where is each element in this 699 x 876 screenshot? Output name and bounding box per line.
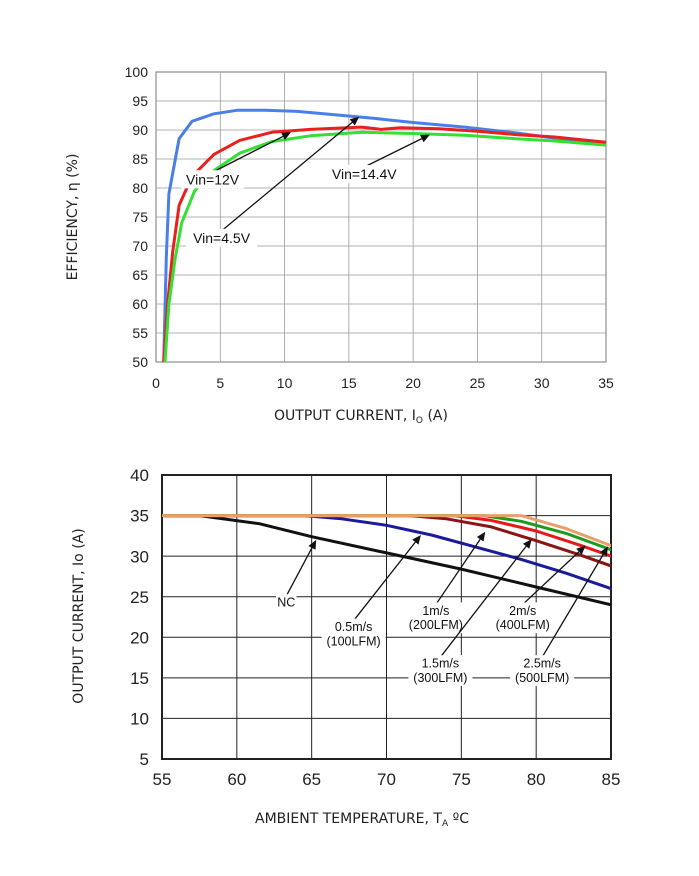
derating-y-tick-label: 20 [130, 628, 149, 647]
annotation-leader-1m-s [435, 538, 481, 605]
efficiency-y-tick-label: 55 [132, 325, 148, 341]
efficiency-x-tick-label: 20 [405, 375, 421, 391]
annotation-leader-nc [285, 547, 313, 597]
efficiency-x-tick-label: 0 [152, 375, 160, 391]
efficiency-y-tick-label: 70 [132, 238, 148, 254]
derating-y-tick-label: 5 [140, 750, 149, 769]
efficiency-x-tick-label: 30 [534, 375, 550, 391]
efficiency-y-tick-label: 75 [132, 209, 148, 225]
annotation-label-vin-12v: Vin=12V [186, 171, 240, 187]
annotation-label-100lfm: (100LFM) [326, 634, 380, 648]
efficiency-y-tick-label: 80 [132, 180, 148, 196]
annotation-arrowhead-0-5m-s [412, 535, 421, 545]
annotation-label-500lfm: (500LFM) [515, 671, 569, 685]
annotation-leader-2m-s [522, 551, 580, 605]
annotation-bg-0-5m-s [321, 618, 386, 650]
annotation-arrowhead-2m-s [576, 545, 586, 555]
efficiency-x-tick-label: 10 [277, 375, 293, 391]
annotation-arrowhead-vin-12v [281, 132, 291, 140]
derating-annotations: NC 0.5m/s(100LFM) 1m/s(200LFM) 1.5m/s(300LF… [275, 531, 608, 686]
efficiency-x-tick-label: 5 [216, 375, 224, 391]
series-line-vin-4-5v [162, 108, 606, 362]
efficiency-chart: Vin=12V Vin=4.5V Vin=14.4V 0 5 10 15 20 25 30 35 5… [65, 64, 614, 426]
derating-y-tick-label: 35 [130, 507, 149, 526]
derating-x-tick-label: 80 [527, 770, 546, 789]
annotation-bg-2-5m-s [510, 655, 575, 686]
annotation-arrowhead-vin-14-4v [420, 134, 430, 143]
derating-x-tick-label: 55 [153, 770, 172, 789]
efficiency-y-tick-label: 85 [132, 151, 148, 167]
derating-y-tick-label: 40 [130, 466, 149, 485]
annotation-label-vin-14-4v: Vin=14.4V [332, 166, 397, 182]
series-line-vin-12v [162, 125, 606, 362]
efficiency-y-tick-label: 90 [132, 122, 148, 138]
efficiency-x-axis-title: OUTPUT CURRENT, IO (A) [274, 408, 448, 426]
annotation-arrowhead-vin-4-5v [349, 116, 360, 126]
annotation-label-400lfm: (400LFM) [496, 618, 550, 632]
derating-x-tick-label: 60 [227, 770, 246, 789]
derating-y-tick-label: 25 [130, 588, 149, 607]
annotation-label-2m-s: 2m/s [509, 604, 536, 618]
efficiency-x-tick-label: 35 [598, 375, 614, 391]
annotation-leader-vin-14-4v [363, 138, 423, 168]
efficiency-y-tick-label: 100 [125, 64, 149, 80]
derating-x-tick-label: 70 [377, 770, 396, 789]
annotation-bg-nc [275, 594, 297, 611]
annotation-bg-1m-s [403, 602, 468, 634]
annotation-leader-0-5m-s [353, 541, 416, 622]
annotation-label-nc: NC [277, 596, 295, 610]
derating-x-axis-title: AMBIENT TEMPERATURE, TA ºC [255, 811, 469, 829]
efficiency-y-tick-label: 60 [132, 296, 148, 312]
derating-ticks: 55 60 65 70 75 80 85 5 10 15 20 25 30 35 40 [130, 466, 620, 789]
derating-y-tick-label: 10 [130, 710, 149, 729]
efficiency-y-tick-label: 50 [132, 354, 148, 370]
annotation-label-1m-s: 1m/s [422, 604, 449, 618]
annotation-label-0-5m-s: 0.5m/s [335, 620, 373, 634]
efficiency-ticks: 0 5 10 15 20 25 30 35 50 55 60 65 70 75 80 85 90 95 100 [125, 64, 614, 391]
annotation-bg-vin-4-5v [186, 228, 258, 247]
annotation-arrowhead-nc [308, 539, 317, 550]
annotation-leader-2-5m-s [541, 553, 604, 658]
annotation-leader-vin-4-5v [221, 121, 353, 232]
derating-x-tick-label: 75 [452, 770, 471, 789]
series-line-2-5m-s-500lfm [162, 514, 611, 548]
efficiency-x-tick-label: 25 [470, 375, 486, 391]
annotation-bg-1-5m-s [408, 655, 473, 686]
efficiency-x-tick-label: 15 [341, 375, 357, 391]
annotation-bg-vin-12v [181, 170, 244, 189]
annotation-label-vin-4-5v: Vin=4.5V [193, 230, 251, 246]
annotation-label-2-5m-s: 2.5m/s [523, 657, 561, 671]
derating-y-axis-title: OUTPUT CURRENT, Io (A) [71, 528, 87, 703]
annotation-arrowhead-2-5m-s [600, 546, 608, 557]
annotation-label-300lfm: (300LFM) [413, 671, 467, 685]
derating-x-tick-label: 85 [602, 770, 621, 789]
annotation-arrowhead-1m-s [476, 531, 486, 542]
annotation-label-1-5m-s: 1.5m/s [422, 657, 460, 671]
derating-y-tick-label: 15 [130, 669, 149, 688]
efficiency-y-tick-label: 95 [132, 93, 148, 109]
derating-series [162, 514, 611, 607]
derating-y-tick-label: 30 [130, 547, 149, 566]
efficiency-y-tick-label: 65 [132, 267, 148, 283]
annotation-arrowhead-1-5m-s [523, 539, 532, 549]
derating-x-tick-label: 65 [302, 770, 321, 789]
annotation-bg-2m-s [490, 602, 555, 634]
efficiency-annotations: Vin=12V Vin=4.5V Vin=14.4V [181, 116, 430, 247]
annotation-label-200lfm: (200LFM) [409, 618, 463, 632]
annotation-bg-vin-14-4v [324, 165, 404, 184]
annotation-leader-vin-12v [212, 135, 284, 173]
efficiency-y-axis-title: EFFICIENCY, η (%) [65, 154, 81, 281]
derating-chart: NC 0.5m/s(100LFM) 1m/s(200LFM) 1.5m/s(300LF… [71, 466, 620, 829]
annotation-leader-1-5m-s [439, 545, 527, 658]
